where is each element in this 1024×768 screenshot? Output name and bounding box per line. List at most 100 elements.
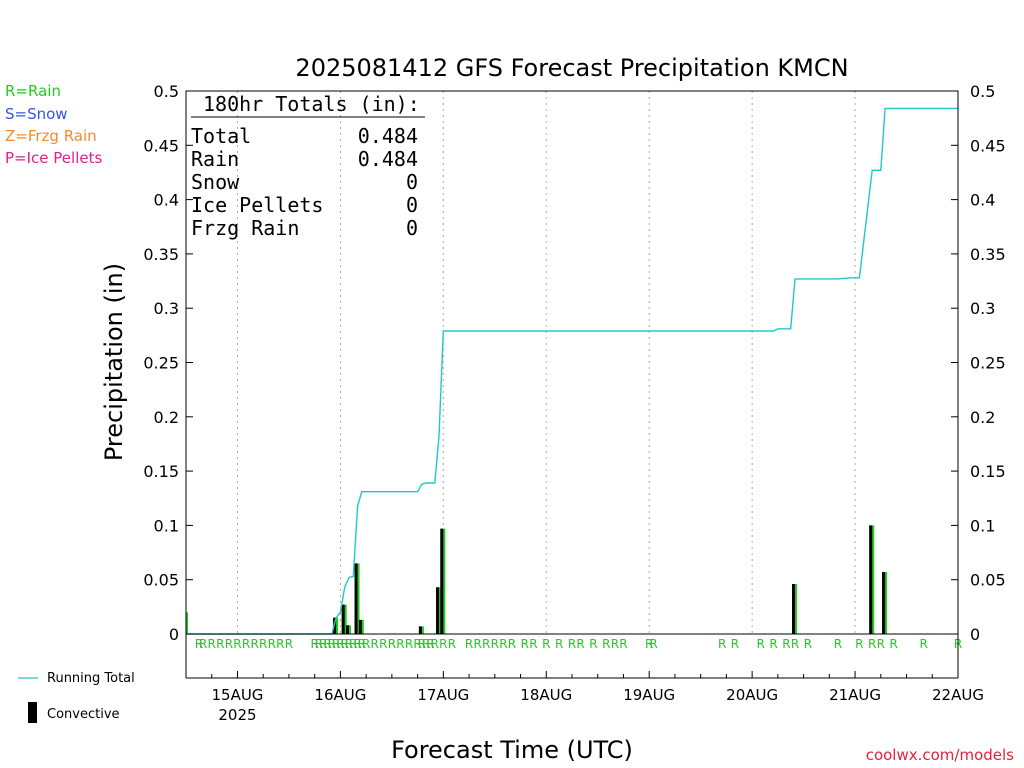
- convective-bar: [792, 584, 796, 634]
- y-tick-label-left: 0.4: [154, 191, 179, 210]
- rain-marker: R: [268, 637, 276, 651]
- rain-marker: R: [396, 637, 404, 651]
- rain-marker: R: [731, 637, 739, 651]
- rain-marker: R: [804, 637, 812, 651]
- y-tick-label-left: 0.15: [143, 462, 179, 481]
- y-tick-label-left: 0.5: [154, 82, 179, 101]
- rain-marker: R: [834, 637, 842, 651]
- rain-marker: R: [782, 637, 790, 651]
- rain-marker: R: [195, 637, 203, 651]
- rain-marker: R: [418, 637, 426, 651]
- rain-marker: R: [388, 637, 396, 651]
- rain-marker: R: [602, 637, 610, 651]
- rain-marker: R: [259, 637, 267, 651]
- rain-marker: R: [889, 637, 897, 651]
- totals-row-label: Ice Pellets: [191, 193, 323, 217]
- rain-marker: R: [336, 637, 344, 651]
- running-total-layer: [186, 107, 958, 635]
- totals-row-value: 0.484: [358, 147, 418, 171]
- y-tick-label-left: 0.05: [143, 571, 179, 590]
- rain-marker: R: [645, 637, 653, 651]
- totals-row-label: Rain: [191, 147, 239, 171]
- totals-box: 180hr Totals (in): Total 0.484 Rain 0.484 Sno…: [191, 92, 425, 240]
- rain-marker: R: [353, 637, 361, 651]
- convective-bar: [869, 525, 873, 634]
- legend-snow: S=Snow: [5, 105, 68, 123]
- rain-marker: R: [568, 637, 576, 651]
- y-tick-label-right: 0.05: [970, 571, 1006, 590]
- rain-marker: R: [791, 637, 799, 651]
- rain-marker: R: [379, 637, 387, 651]
- totals-row-value: 0: [406, 193, 418, 217]
- x-tick-label: 16AUG: [314, 686, 366, 704]
- rain-marker: R: [718, 637, 726, 651]
- y-tick-label-right: 0.5: [970, 82, 995, 101]
- totals-row-value: 0: [406, 216, 418, 240]
- rain-marker: R: [413, 637, 421, 651]
- x-tick-label: 19AUG: [623, 686, 675, 704]
- rain-marker: R: [589, 637, 597, 651]
- legend-ice-pellets: P=Ice Pellets: [5, 149, 102, 167]
- convective-bar: [436, 587, 440, 634]
- rain-marker: R: [199, 637, 207, 651]
- y-axis-label: Precipitation (in): [100, 263, 128, 461]
- y-tick-label-right: 0.2: [970, 408, 995, 427]
- x-tick-label: 21AUG: [829, 686, 881, 704]
- y-tick-label-right: 0.4: [970, 191, 995, 210]
- rain-marker: R: [491, 637, 499, 651]
- rain-marker: R: [855, 637, 863, 651]
- x-tick-label: 15AUG: [211, 686, 263, 704]
- convective-bar: [440, 528, 444, 634]
- legend-running-total: Running Total: [47, 671, 135, 686]
- rain-marker: R: [877, 637, 885, 651]
- rain-marker: R: [233, 637, 241, 651]
- rain-marker: R: [757, 637, 765, 651]
- rain-marker: R: [276, 637, 284, 651]
- rain-marker: R: [319, 637, 327, 651]
- rain-marker: R: [920, 637, 928, 651]
- series-legend: Running Total Convective: [18, 671, 135, 723]
- x-tick-label: 18AUG: [520, 686, 572, 704]
- rain-marker: R: [542, 637, 550, 651]
- plot-frame: [185, 90, 959, 635]
- y-tick-label-right: 0.1: [970, 516, 995, 535]
- convective-bar: [418, 626, 422, 634]
- credit-text: coolwx.com/models: [866, 746, 1014, 764]
- convective-bars: [186, 525, 888, 634]
- rain-marker: R: [649, 637, 657, 651]
- rain-marker: R: [555, 637, 563, 651]
- convective-bar: [341, 604, 345, 634]
- rain-marker: R: [448, 637, 456, 651]
- rain-marker: R: [508, 637, 516, 651]
- rain-marker: R: [431, 637, 439, 651]
- y-tick-label-left: 0.1: [154, 516, 179, 535]
- rain-marker: R: [242, 637, 250, 651]
- rain-marker: R: [405, 637, 413, 651]
- y-tick-label-right: 0.35: [970, 245, 1006, 264]
- convective-bar: [354, 563, 358, 634]
- rain-marker: R: [576, 637, 584, 651]
- y-tick-label-left: 0.25: [143, 354, 179, 373]
- totals-row-label: Snow: [191, 170, 240, 194]
- rain-marker: R: [323, 637, 331, 651]
- y-tick-label-left: 0.3: [154, 299, 179, 318]
- totals-row-value: 0.484: [358, 124, 418, 148]
- x-tick-label: 20AUG: [726, 686, 778, 704]
- rain-marker: R: [769, 637, 777, 651]
- rain-marker: R: [345, 637, 353, 651]
- precip-type-legend: R=Rain S=Snow Z=Frzg Rain P=Ice Pellets: [5, 82, 102, 167]
- rain-marker: R: [328, 637, 336, 651]
- legend-freezing-rain: Z=Frzg Rain: [5, 127, 97, 145]
- y-tick-label-left: 0: [169, 625, 179, 644]
- totals-row-label: Total: [191, 124, 251, 148]
- chart-title: 2025081412 GFS Forecast Precipitation KM…: [295, 54, 848, 82]
- rain-marker: R: [529, 637, 537, 651]
- rain-marker: R: [465, 637, 473, 651]
- y-tick-label-right: 0.15: [970, 462, 1006, 481]
- y-tick-label-left: 0.45: [143, 136, 179, 155]
- rain-marker: R: [332, 637, 340, 651]
- rain-marker: R: [225, 637, 233, 651]
- convective-swatch: [28, 702, 37, 723]
